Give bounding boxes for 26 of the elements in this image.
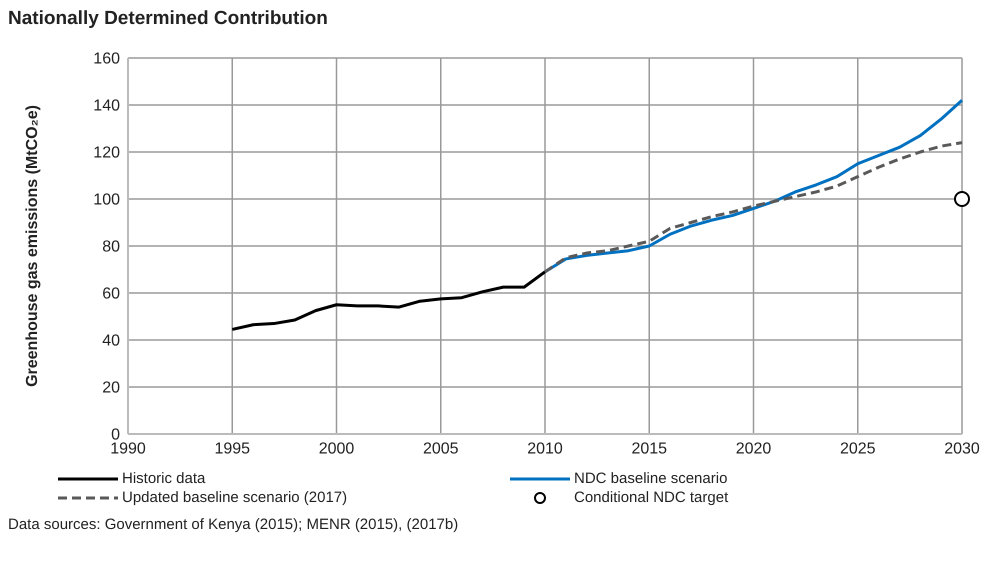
line-series [544,98,964,274]
chart-title: Nationally Determined Contribution [8,8,329,30]
y-tick-label: 100 [93,192,120,209]
y-axis-title: Greenhouse gas emissions (MtCO₂e) [24,105,40,387]
x-tick-label: 2000 [318,440,354,458]
x-tick-label: 2025 [840,440,876,458]
x-tick-label: 2030 [944,440,980,458]
legend-label: Conditional NDC target [574,489,728,506]
y-tick-label: 120 [93,144,120,162]
y-tick-label: 20 [102,380,120,397]
legend-label: Historic data [122,470,206,487]
legend-label: NDC baseline scenario [574,470,728,487]
x-tick-label: 2005 [422,440,459,458]
x-tick-label: 2020 [736,440,772,458]
x-tick-label: 2010 [527,440,563,458]
y-tick-label: 140 [93,98,120,115]
y-tick-label: 40 [102,332,120,350]
text: Data sources: Government of Kenya (2015); MENR (2015), (2017b) [8,516,460,533]
y-tick-label: 60 [102,286,120,303]
x-tick-label: 1995 [214,440,250,458]
legend-label: Updated baseline scenario (2017) [122,489,348,506]
x-tick-label: 2015 [631,440,668,458]
line-series [544,141,964,274]
y-tick-label: 160 [93,50,120,68]
line-series [230,270,546,331]
y-tick-label: 80 [102,238,120,256]
